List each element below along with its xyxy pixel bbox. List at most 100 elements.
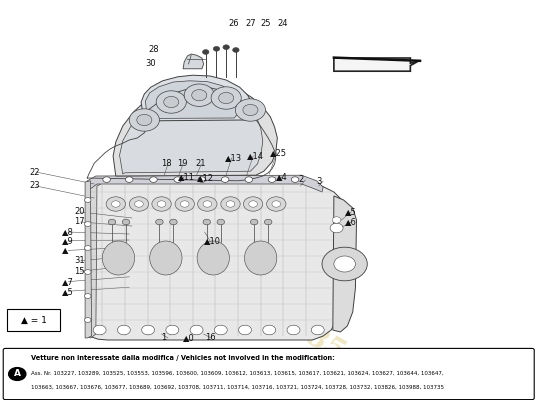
Circle shape bbox=[174, 177, 182, 182]
Circle shape bbox=[106, 197, 125, 211]
Text: since 1985: since 1985 bbox=[190, 258, 349, 366]
Circle shape bbox=[330, 223, 343, 233]
Circle shape bbox=[244, 197, 263, 211]
Circle shape bbox=[129, 109, 160, 131]
Circle shape bbox=[211, 87, 241, 109]
Text: A: A bbox=[14, 370, 21, 378]
Ellipse shape bbox=[150, 241, 182, 275]
Polygon shape bbox=[333, 196, 356, 332]
Circle shape bbox=[85, 198, 91, 202]
Circle shape bbox=[332, 217, 341, 223]
Circle shape bbox=[180, 201, 189, 207]
Text: ▲0: ▲0 bbox=[183, 334, 195, 342]
Circle shape bbox=[184, 84, 214, 106]
Ellipse shape bbox=[197, 241, 229, 275]
Text: 27: 27 bbox=[245, 20, 256, 28]
Polygon shape bbox=[145, 81, 241, 119]
Circle shape bbox=[117, 325, 130, 335]
Circle shape bbox=[217, 219, 224, 225]
Circle shape bbox=[108, 219, 116, 225]
Text: 22: 22 bbox=[30, 168, 40, 176]
Circle shape bbox=[85, 246, 91, 250]
Circle shape bbox=[175, 197, 194, 211]
Text: 23: 23 bbox=[30, 182, 40, 190]
Text: Vetture non interessate dalla modifica / Vehicles not involved in the modificati: Vetture non interessate dalla modifica /… bbox=[31, 355, 335, 361]
Circle shape bbox=[190, 325, 203, 335]
Text: 25: 25 bbox=[261, 20, 271, 28]
Circle shape bbox=[243, 104, 258, 116]
Circle shape bbox=[169, 219, 177, 225]
Text: ▲10: ▲10 bbox=[204, 236, 221, 245]
Circle shape bbox=[239, 325, 251, 335]
Text: 24: 24 bbox=[277, 20, 288, 28]
Text: ▲8: ▲8 bbox=[62, 228, 74, 236]
Circle shape bbox=[322, 247, 367, 281]
Text: a passion: a passion bbox=[166, 207, 320, 313]
Text: 103663, 103667, 103676, 103677, 103689, 103692, 103708, 103711, 103714, 103716, : 103663, 103667, 103676, 103677, 103689, … bbox=[31, 384, 444, 390]
Circle shape bbox=[203, 219, 211, 225]
Circle shape bbox=[137, 114, 152, 126]
Circle shape bbox=[292, 177, 299, 182]
Circle shape bbox=[226, 201, 235, 207]
Circle shape bbox=[214, 325, 227, 335]
Circle shape bbox=[125, 177, 133, 182]
Circle shape bbox=[245, 177, 252, 182]
Circle shape bbox=[85, 294, 91, 298]
Circle shape bbox=[249, 201, 257, 207]
Polygon shape bbox=[141, 75, 252, 122]
Circle shape bbox=[85, 318, 91, 322]
Text: ▲13: ▲13 bbox=[225, 154, 242, 162]
Polygon shape bbox=[89, 178, 344, 340]
Circle shape bbox=[202, 50, 209, 54]
Circle shape bbox=[263, 325, 276, 335]
Polygon shape bbox=[113, 83, 277, 176]
Circle shape bbox=[192, 90, 207, 101]
Circle shape bbox=[265, 219, 272, 225]
Text: 15: 15 bbox=[74, 267, 85, 276]
FancyBboxPatch shape bbox=[3, 348, 534, 400]
Circle shape bbox=[272, 201, 280, 207]
Text: ▲5: ▲5 bbox=[62, 287, 74, 296]
Circle shape bbox=[150, 177, 157, 182]
Text: 21: 21 bbox=[195, 160, 206, 168]
Circle shape bbox=[268, 177, 276, 182]
Text: ▲9: ▲9 bbox=[62, 236, 74, 245]
Polygon shape bbox=[87, 175, 323, 192]
Circle shape bbox=[156, 91, 186, 113]
Text: ▲4: ▲4 bbox=[276, 172, 288, 181]
Ellipse shape bbox=[245, 241, 277, 275]
Text: ▲6: ▲6 bbox=[345, 218, 356, 226]
Polygon shape bbox=[334, 58, 419, 71]
Text: 18: 18 bbox=[162, 160, 172, 168]
Circle shape bbox=[103, 177, 111, 182]
FancyBboxPatch shape bbox=[7, 309, 60, 331]
Circle shape bbox=[129, 197, 149, 211]
Circle shape bbox=[221, 177, 229, 182]
Circle shape bbox=[287, 325, 300, 335]
Circle shape bbox=[85, 270, 91, 274]
Circle shape bbox=[93, 325, 106, 335]
Circle shape bbox=[203, 201, 212, 207]
Polygon shape bbox=[85, 181, 91, 338]
Circle shape bbox=[311, 325, 324, 335]
Circle shape bbox=[135, 201, 143, 207]
Ellipse shape bbox=[102, 241, 135, 275]
Text: 26: 26 bbox=[229, 20, 239, 28]
Text: ▲14: ▲14 bbox=[246, 152, 263, 160]
Text: 31: 31 bbox=[74, 256, 85, 265]
Text: 30: 30 bbox=[145, 60, 156, 68]
Polygon shape bbox=[183, 54, 204, 69]
Polygon shape bbox=[86, 178, 108, 338]
Circle shape bbox=[198, 177, 206, 182]
Circle shape bbox=[156, 219, 163, 225]
Text: 1: 1 bbox=[162, 334, 167, 342]
Text: 17: 17 bbox=[74, 218, 85, 226]
Circle shape bbox=[166, 325, 179, 335]
Text: 16: 16 bbox=[205, 334, 215, 342]
Text: ▲7: ▲7 bbox=[62, 277, 74, 286]
Circle shape bbox=[85, 222, 91, 226]
Circle shape bbox=[219, 92, 234, 104]
Circle shape bbox=[334, 256, 355, 272]
Circle shape bbox=[197, 197, 217, 211]
Circle shape bbox=[152, 197, 171, 211]
